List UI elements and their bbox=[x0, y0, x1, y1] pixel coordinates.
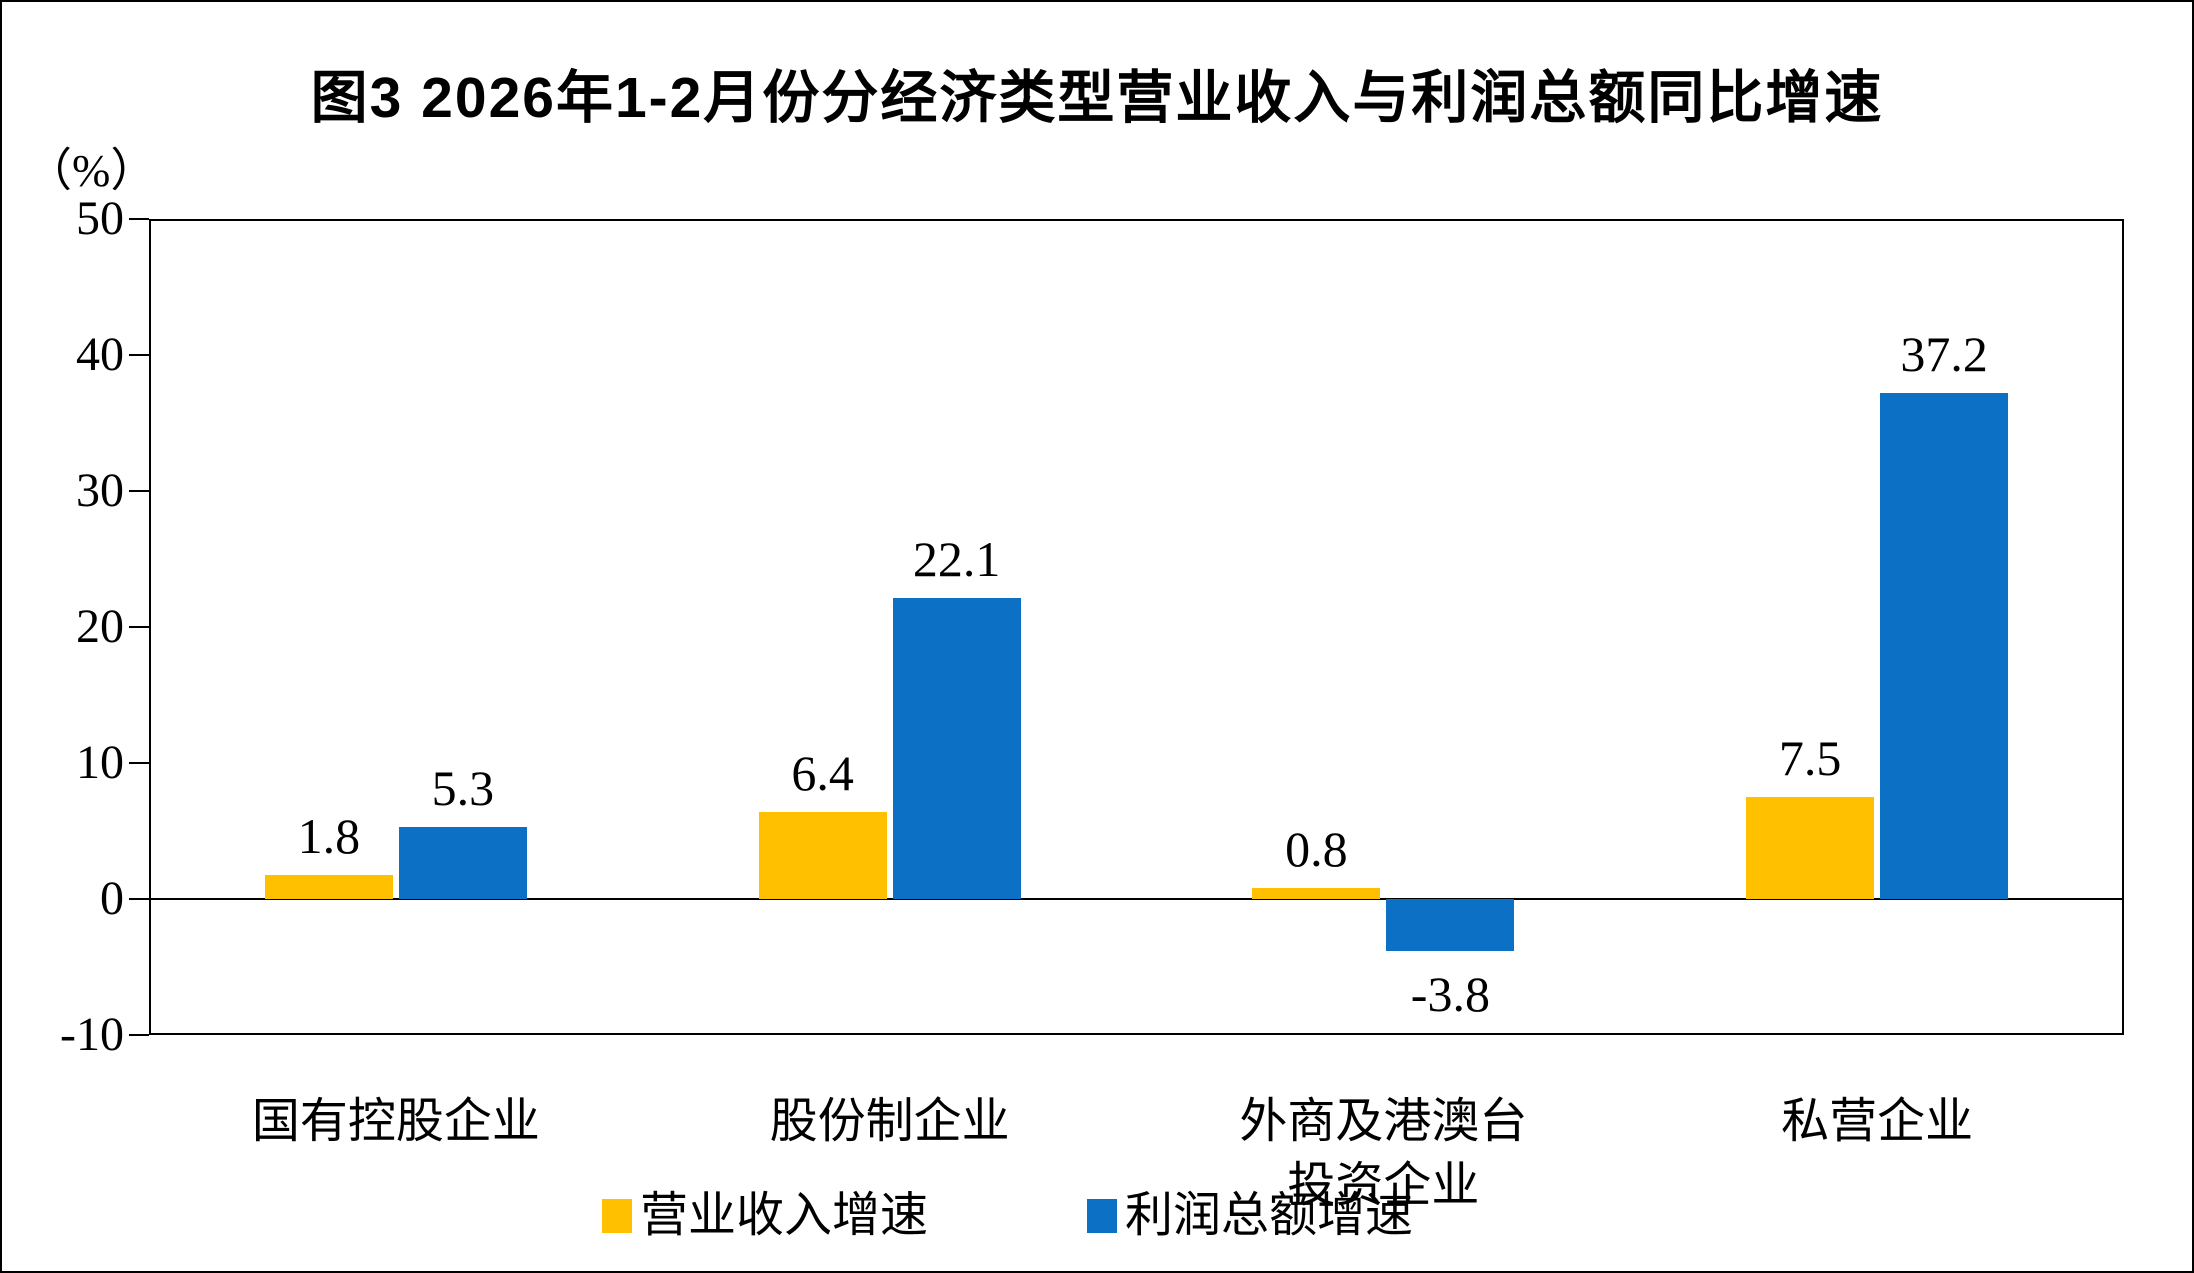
y-tick-mark bbox=[129, 898, 149, 900]
category-label: 股份制企业 bbox=[769, 1095, 1010, 1148]
bar-value-label: 5.3 bbox=[431, 759, 495, 816]
bar bbox=[1746, 797, 1875, 899]
category-label: 私营企业 bbox=[1781, 1095, 1974, 1148]
bar bbox=[892, 598, 1021, 899]
legend-label: 营业收入增速 bbox=[640, 1189, 929, 1242]
legend-label: 利润总额增速 bbox=[1125, 1189, 1414, 1242]
bar bbox=[1386, 899, 1515, 951]
y-tick-label: 30 bbox=[76, 464, 124, 517]
y-tick-label: 0 bbox=[100, 872, 124, 925]
bar bbox=[1880, 393, 2009, 899]
chart-title: 图3 2026年1-2月份分经济类型营业收入与利润总额同比增速 bbox=[310, 66, 1884, 130]
bar-value-label: 0.8 bbox=[1285, 821, 1348, 878]
bar bbox=[758, 811, 887, 899]
category-label: 国有控股企业 bbox=[251, 1095, 540, 1148]
y-tick-mark bbox=[129, 1034, 149, 1036]
y-tick-label: 50 bbox=[76, 192, 124, 245]
category-label: 外商及港澳台 投资企业 bbox=[1239, 1095, 1528, 1212]
legend-swatch bbox=[602, 1199, 632, 1233]
legend-item: 营业收入增速 bbox=[602, 1188, 928, 1244]
y-tick-label: 20 bbox=[76, 600, 124, 653]
legend-swatch bbox=[1087, 1199, 1117, 1233]
y-tick-mark bbox=[129, 626, 149, 628]
bar-value-label: 6.4 bbox=[791, 744, 854, 801]
y-tick-label: 40 bbox=[76, 328, 124, 381]
y-tick-label: -10 bbox=[60, 1008, 124, 1061]
bar bbox=[264, 874, 393, 899]
plot-area bbox=[149, 219, 2124, 1035]
bar-value-label: -3.8 bbox=[1410, 965, 1490, 1022]
y-tick-mark bbox=[129, 490, 149, 492]
y-axis-unit-label: （%） bbox=[26, 145, 157, 196]
bar bbox=[398, 826, 527, 899]
zero-axis-line bbox=[149, 898, 2124, 900]
y-tick-mark bbox=[129, 354, 149, 356]
legend-item: 利润总额增速 bbox=[1087, 1188, 1413, 1244]
bar-value-label: 1.8 bbox=[297, 807, 361, 864]
y-tick-mark bbox=[129, 218, 149, 220]
bar bbox=[1252, 888, 1381, 899]
bar-value-label: 22.1 bbox=[912, 531, 1001, 588]
bar-value-label: 37.2 bbox=[1900, 326, 1988, 383]
y-tick-mark bbox=[129, 762, 149, 764]
bar-value-label: 7.5 bbox=[1778, 730, 1842, 786]
y-tick-label: 10 bbox=[76, 736, 124, 789]
